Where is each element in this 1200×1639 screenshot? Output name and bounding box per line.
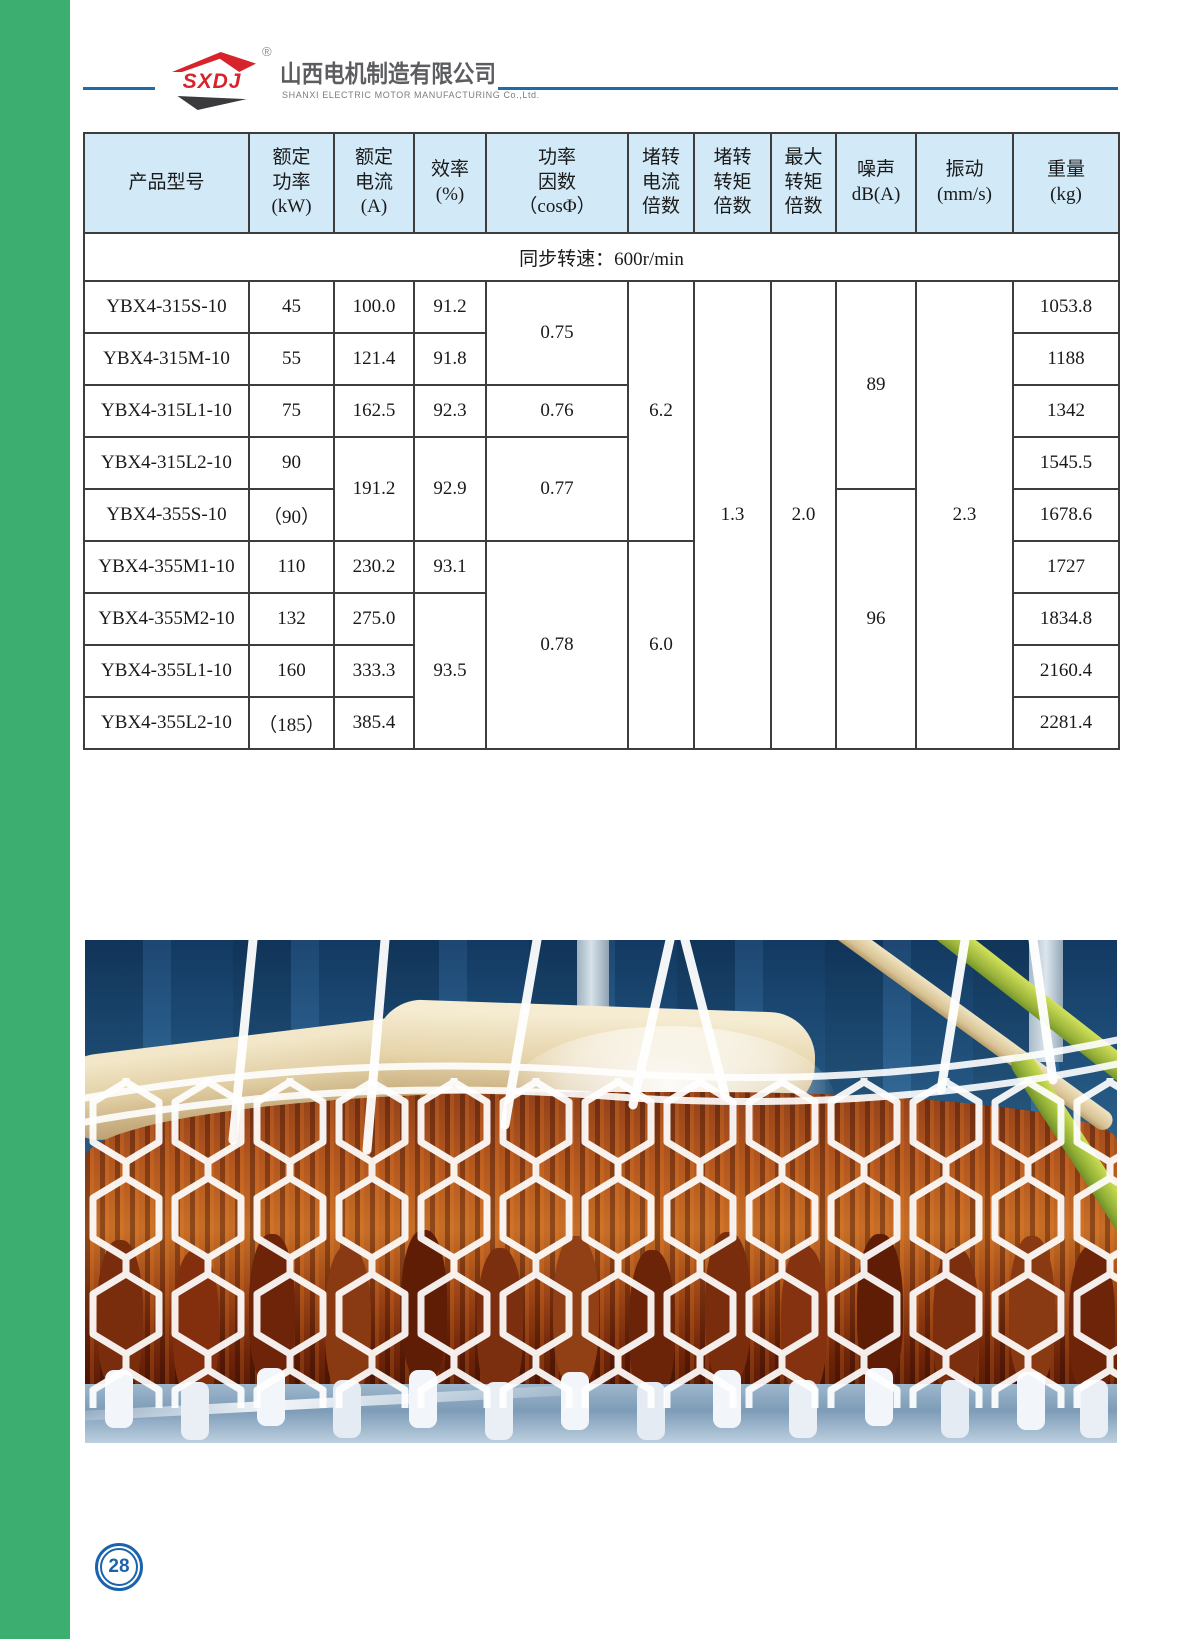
cell-locked-torque: 1.3 (693, 280, 772, 750)
cell-power: 132 (248, 592, 335, 646)
cell-weight: 1188 (1012, 332, 1120, 386)
cell-model: YBX4-355L1-10 (83, 644, 250, 698)
cell-current: 333.3 (333, 644, 415, 698)
page-number-badge: 28 (95, 1543, 143, 1591)
col-weight: 重量 (kg) (1012, 132, 1120, 234)
cell-model: YBX4-315L1-10 (83, 384, 250, 438)
cell-efficiency: 91.2 (413, 280, 487, 334)
col-efficiency: 效率 (%) (413, 132, 487, 234)
cell-current: 385.4 (333, 696, 415, 750)
cell-weight: 1678.6 (1012, 488, 1120, 542)
cell-power: 90 (248, 436, 335, 490)
cell-current: 100.0 (333, 280, 415, 334)
cell-efficiency: 92.3 (413, 384, 487, 438)
cell-current: 121.4 (333, 332, 415, 386)
cell-weight: 1545.5 (1012, 436, 1120, 490)
photo-hanging-straps (85, 940, 1117, 1155)
col-noise: 噪声 dB(A) (835, 132, 917, 234)
cell-power-factor: 0.75 (485, 280, 629, 386)
cell-power-factor: 0.77 (485, 436, 629, 542)
col-vibration: 振动 (mm/s) (915, 132, 1014, 234)
cell-power: 75 (248, 384, 335, 438)
cell-model: YBX4-355L2-10 (83, 696, 250, 750)
motor-spec-table: 产品型号 额定 功率 (kW) 额定 电流 (A) 效率 (%) 功率 因数 （… (83, 132, 1120, 750)
cell-locked-current: 6.0 (627, 540, 695, 750)
cell-current: 275.0 (333, 592, 415, 646)
col-max-torque-ratio: 最大 转矩 倍数 (770, 132, 837, 234)
cell-power: （90） (248, 488, 335, 542)
cell-current: 230.2 (333, 540, 415, 594)
table-row: YBX4-355S-10 （90） 96 1678.6 (83, 488, 1120, 750)
table-row: YBX4-315L2-10 90 191.2 92.9 0.77 1545.5 (83, 436, 1120, 542)
cell-model: YBX4-355M1-10 (83, 540, 250, 594)
col-locked-torque-ratio: 堵转 转矩 倍数 (693, 132, 772, 234)
cell-efficiency: 93.1 (413, 540, 487, 594)
table-row: YBX4-315L1-10 75 162.5 92.3 0.76 1342 (83, 384, 1120, 438)
cell-model: YBX4-315L2-10 (83, 436, 250, 490)
brand-header: SXDJ ® 山西电机制造有限公司 SHANXI ELECTRIC MOTOR … (70, 40, 1130, 120)
header-row: 产品型号 额定 功率 (kW) 额定 电流 (A) 效率 (%) 功率 因数 （… (83, 132, 1120, 234)
speed-note: 同步转速：600r/min (83, 232, 1120, 282)
cell-power: 45 (248, 280, 335, 334)
cell-efficiency: 92.9 (413, 436, 487, 542)
logo-text: SXDJ (182, 70, 242, 93)
speed-row: 同步转速：600r/min (83, 232, 1120, 282)
cell-current: 162.5 (333, 384, 415, 438)
cell-weight: 1727 (1012, 540, 1120, 594)
company-name-en: SHANXI ELECTRIC MOTOR MANUFACTURING Co.,… (282, 90, 540, 100)
col-model: 产品型号 (83, 132, 250, 234)
table-row: YBX4-355L1-10 160 333.3 2160.4 (83, 644, 1120, 698)
cell-model: YBX4-315S-10 (83, 280, 250, 334)
cell-efficiency: 93.5 (413, 592, 487, 750)
registered-trademark-icon: ® (262, 44, 272, 59)
cell-model: YBX4-355S-10 (83, 488, 250, 542)
cell-power: 110 (248, 540, 335, 594)
cell-weight: 1342 (1012, 384, 1120, 438)
table-row: YBX4-355L2-10 （185） 385.4 2281.4 (83, 696, 1120, 750)
table-row: YBX4-315S-10 45 100.0 91.2 0.75 6.2 1.3 … (83, 280, 1120, 750)
col-rated-power: 额定 功率 (kW) (248, 132, 335, 234)
table-row: YBX4-315M-10 55 121.4 91.8 1188 (83, 332, 1120, 386)
cell-power-factor: 0.78 (485, 540, 629, 750)
cell-power-factor: 0.76 (485, 384, 629, 438)
table-row: YBX4-355M1-10 110 230.2 93.1 0.78 6.0 17… (83, 540, 1120, 750)
sxdj-logo: SXDJ (168, 52, 256, 110)
cell-weight: 1053.8 (1012, 280, 1120, 334)
header-rule-left (83, 87, 155, 90)
cell-power: 55 (248, 332, 335, 386)
page-number: 28 (100, 1548, 138, 1586)
cell-power: （185） (248, 696, 335, 750)
photo-metal-post (577, 940, 609, 1012)
cell-noise: 96 (835, 488, 917, 750)
photo-lacing-net (85, 1078, 1117, 1408)
cell-max-torque: 2.0 (770, 280, 837, 750)
company-name-cn: 山西电机制造有限公司 (280, 61, 496, 88)
table-row: YBX4-355M2-10 132 275.0 93.5 1834.8 (83, 592, 1120, 750)
cell-model: YBX4-315M-10 (83, 332, 250, 386)
cell-weight: 2160.4 (1012, 644, 1120, 698)
cell-vibration: 2.3 (915, 280, 1014, 750)
cell-weight: 2281.4 (1012, 696, 1120, 750)
cell-power: 160 (248, 644, 335, 698)
header-rule-right (498, 87, 1118, 90)
cell-model: YBX4-355M2-10 (83, 592, 250, 646)
green-sidebar (0, 0, 70, 1639)
stator-winding-photo (85, 940, 1117, 1443)
cell-current: 191.2 (333, 436, 415, 542)
col-power-factor: 功率 因数 （cosΦ） (485, 132, 629, 234)
cell-weight: 1834.8 (1012, 592, 1120, 646)
logo-swoosh-shape (177, 96, 247, 110)
cell-locked-current: 6.2 (627, 280, 695, 542)
col-rated-current: 额定 电流 (A) (333, 132, 415, 234)
col-locked-current-ratio: 堵转 电流 倍数 (627, 132, 695, 234)
cell-efficiency: 91.8 (413, 332, 487, 386)
logo-roof-shape (172, 52, 256, 72)
cell-noise: 89 (835, 280, 917, 490)
